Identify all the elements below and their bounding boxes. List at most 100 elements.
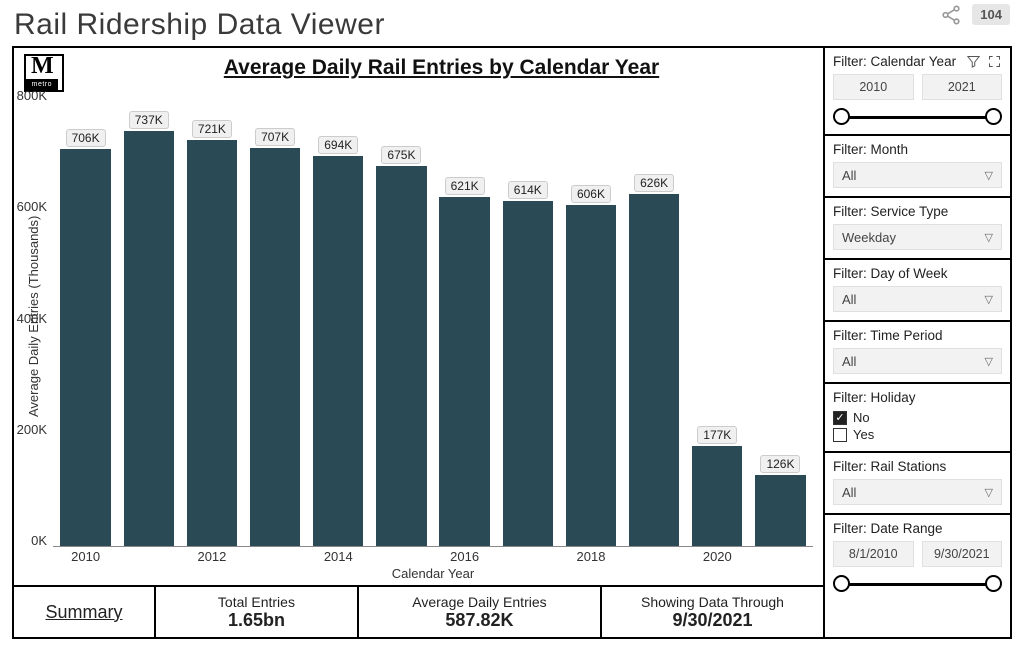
bar[interactable]	[566, 205, 616, 546]
bar-value-label: 621K	[445, 177, 485, 195]
bar-value-label: 694K	[318, 136, 358, 154]
bar-col[interactable]: 675K	[373, 96, 430, 546]
view-count-badge: 104	[972, 4, 1010, 25]
metro-logo: M metro	[24, 54, 64, 92]
chevron-down-icon: ▽	[985, 486, 993, 499]
x-tick: 2014	[310, 549, 367, 564]
y-axis: 800K600K400K200K0K	[43, 92, 53, 541]
summary-row: Summary Total Entries 1.65bn Average Dai…	[14, 585, 823, 637]
checkbox-label: No	[853, 410, 870, 425]
bar[interactable]	[313, 156, 363, 546]
bar-col[interactable]: 737K	[120, 96, 177, 546]
filter-calendar-year: Filter: Calendar Year 2010 2021	[825, 48, 1010, 136]
bar-col[interactable]: 694K	[310, 96, 367, 546]
slider-handle-right[interactable]	[985, 575, 1002, 592]
holiday-option[interactable]: Yes	[833, 426, 1002, 443]
dashboard: M metro Average Daily Rail Entries by Ca…	[12, 46, 1012, 639]
bar[interactable]	[439, 197, 489, 546]
bar-value-label: 675K	[381, 146, 421, 164]
slider-handle-right[interactable]	[985, 108, 1002, 125]
bar[interactable]	[755, 475, 805, 546]
x-axis-label: Calendar Year	[53, 564, 813, 581]
bar-col[interactable]: 721K	[183, 96, 240, 546]
bar-col[interactable]: 606K	[562, 96, 619, 546]
bar-col[interactable]: 626K	[626, 96, 683, 546]
bar-value-label: 721K	[192, 120, 232, 138]
bar-col[interactable]: 614K	[499, 96, 556, 546]
bar[interactable]	[629, 194, 679, 546]
bar-col[interactable]: 706K	[57, 96, 114, 546]
date-to-input[interactable]: 9/30/2021	[922, 541, 1003, 567]
filter-time-period: Filter: Time Period All▽	[825, 322, 1010, 384]
checkbox-label: Yes	[853, 427, 874, 442]
chart-area: M metro Average Daily Rail Entries by Ca…	[14, 48, 823, 585]
x-tick: 2020	[689, 549, 746, 564]
bar[interactable]	[187, 140, 237, 546]
filter-date-range: Filter: Date Range 8/1/2010 9/30/2021	[825, 515, 1010, 637]
bar-col[interactable]: 707K	[247, 96, 304, 546]
chart-title: Average Daily Rail Entries by Calendar Y…	[70, 56, 813, 80]
x-axis: 2010 2012 2014 2016 2018 2020	[53, 547, 813, 564]
x-tick	[626, 549, 683, 564]
x-tick	[752, 549, 809, 564]
filter-day-of-week: Filter: Day of Week All▽	[825, 260, 1010, 322]
x-tick: 2016	[436, 549, 493, 564]
date-slider[interactable]	[841, 575, 994, 593]
bar[interactable]	[503, 201, 553, 546]
filter-holiday: Filter: Holiday ✓NoYes	[825, 384, 1010, 453]
summary-data-through: Showing Data Through 9/30/2021	[600, 587, 823, 637]
x-tick: 2018	[562, 549, 619, 564]
funnel-icon[interactable]	[966, 54, 981, 69]
bar-col[interactable]: 621K	[436, 96, 493, 546]
bar[interactable]	[250, 148, 300, 546]
filter-month: Filter: Month All▽	[825, 136, 1010, 198]
summary-avg-daily: Average Daily Entries 587.82K	[357, 587, 600, 637]
year-slider[interactable]	[841, 108, 994, 126]
bar-value-label: 126K	[760, 455, 800, 473]
date-from-input[interactable]: 8/1/2010	[833, 541, 914, 567]
year-from-input[interactable]: 2010	[833, 74, 914, 100]
year-to-input[interactable]: 2021	[922, 74, 1003, 100]
rail-stations-select[interactable]: All▽	[833, 479, 1002, 505]
holiday-option[interactable]: ✓ No	[833, 409, 1002, 426]
filter-rail-stations: Filter: Rail Stations All▽	[825, 453, 1010, 515]
filter-title: Filter: Calendar Year	[833, 54, 956, 69]
expand-icon[interactable]	[987, 54, 1002, 69]
x-tick	[373, 549, 430, 564]
bar[interactable]	[376, 166, 426, 546]
bar-value-label: 177K	[697, 426, 737, 444]
month-select[interactable]: All▽	[833, 162, 1002, 188]
bar-value-label: 606K	[571, 185, 611, 203]
bar-value-label: 626K	[634, 174, 674, 192]
bar-col[interactable]: 126K	[752, 96, 809, 546]
bar-value-label: 707K	[255, 128, 295, 146]
chevron-down-icon: ▽	[985, 169, 993, 182]
bar-value-label: 706K	[66, 129, 106, 147]
chevron-down-icon: ▽	[985, 355, 993, 368]
filter-service-type: Filter: Service Type Weekday▽	[825, 198, 1010, 260]
bar-col[interactable]: 177K	[689, 96, 746, 546]
checkbox-icon[interactable]	[833, 428, 847, 442]
slider-handle-left[interactable]	[833, 108, 850, 125]
chevron-down-icon: ▽	[985, 293, 993, 306]
x-tick	[247, 549, 304, 564]
checkbox-icon[interactable]: ✓	[833, 411, 847, 425]
page-title: Rail Ridership Data Viewer	[14, 8, 385, 42]
bar[interactable]	[692, 446, 742, 546]
service-type-select[interactable]: Weekday▽	[833, 224, 1002, 250]
summary-tab[interactable]: Summary	[14, 587, 154, 637]
x-tick	[499, 549, 556, 564]
slider-handle-left[interactable]	[833, 575, 850, 592]
day-of-week-select[interactable]: All▽	[833, 286, 1002, 312]
filters-sidebar: Filter: Calendar Year 2010 2021 Filter: …	[825, 48, 1010, 637]
time-period-select[interactable]: All▽	[833, 348, 1002, 374]
x-tick	[120, 549, 177, 564]
bar-value-label: 614K	[508, 181, 548, 199]
bar[interactable]	[60, 149, 110, 546]
bar[interactable]	[124, 131, 174, 546]
x-tick: 2012	[183, 549, 240, 564]
share-icon[interactable]	[940, 4, 962, 26]
x-tick: 2010	[57, 549, 114, 564]
bars: 706K 737K 721K 707K 694K 675K 621K 614K 606K 626K…	[53, 92, 813, 547]
bar-value-label: 737K	[129, 111, 169, 129]
